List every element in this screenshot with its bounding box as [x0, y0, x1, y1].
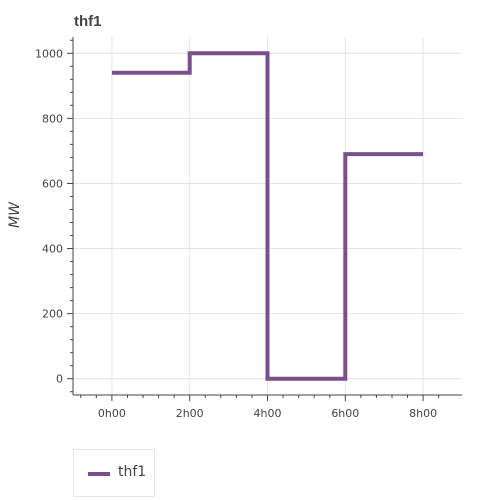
series-layer	[111, 51, 424, 381]
x-tick-label: 0h00	[98, 407, 126, 420]
ticks: 0 200 400 600 800 1000 0h00 2h00 4h00 6h00 8h00	[35, 39, 440, 420]
x-tick-label: 4h00	[254, 407, 282, 420]
series-line	[111, 51, 424, 381]
y-tick-label: 1000	[35, 47, 63, 60]
y-tick-label: 0	[56, 373, 63, 386]
y-tick-label: 800	[42, 112, 63, 125]
y-tick-label: 200	[42, 308, 63, 321]
x-tick-label: 2h00	[176, 407, 204, 420]
y-axis-label: MW	[7, 201, 23, 228]
legend-label: thf1	[118, 464, 147, 480]
x-tick-label: 8h00	[409, 407, 437, 420]
y-tick-label: 600	[42, 177, 63, 190]
legend: thf1	[73, 449, 155, 497]
x-tick-label: 6h00	[331, 407, 359, 420]
legend-swatch	[88, 472, 110, 476]
y-tick-label: 400	[42, 243, 63, 256]
chart-title: thf1	[74, 13, 102, 30]
